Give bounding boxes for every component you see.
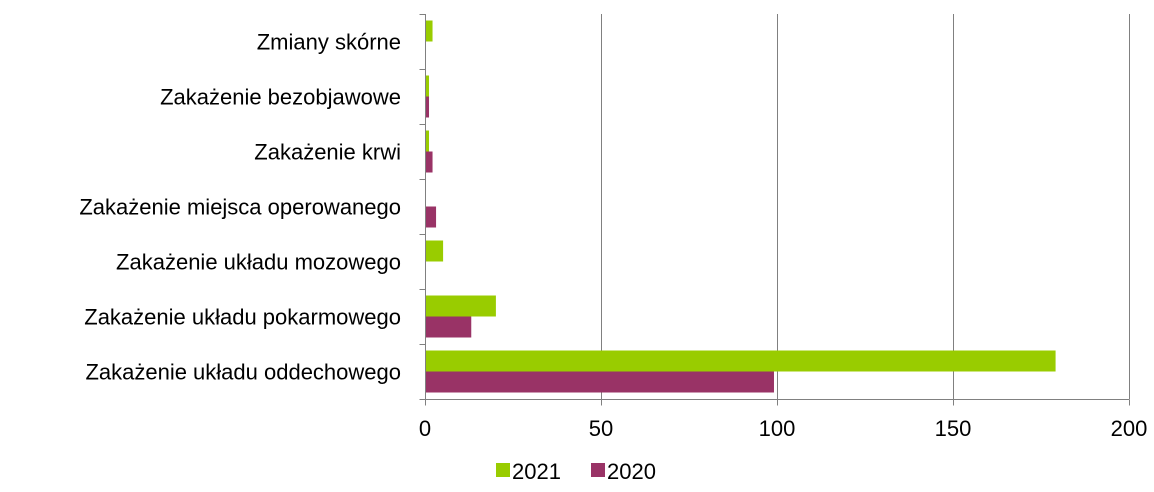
legend-swatch-2021 [496, 463, 510, 477]
x-tick-label: 150 [935, 416, 972, 441]
axes [419, 14, 1130, 406]
gridlines [601, 14, 1130, 399]
bar-2020-7 [425, 371, 774, 393]
x-tick-label: 100 [759, 416, 796, 441]
category-label: Zmiany skórne [257, 30, 401, 55]
category-label: Zakażenie układu mozowego [116, 250, 401, 275]
bar-2021-3 [425, 130, 430, 152]
bar-2020-4 [425, 206, 437, 228]
category-label: Zakażenie miejsca operowanego [79, 195, 401, 220]
legend-swatch-2020 [591, 463, 605, 477]
legend: 2021 2020 [496, 459, 656, 484]
bar-2021-6 [425, 295, 496, 317]
legend-label-2020: 2020 [607, 459, 656, 484]
category-label: Zakażenie krwi [254, 140, 401, 165]
bar-2021-7 [425, 350, 1056, 372]
bar-2020-3 [425, 151, 433, 173]
x-tick-label: 200 [1111, 416, 1148, 441]
bar-2021-2 [425, 75, 430, 97]
category-label: Zakażenie układu pokarmowego [84, 305, 401, 330]
x-tick-label: 0 [419, 416, 431, 441]
x-tick-labels: 0 50 100 150 200 [419, 416, 1147, 441]
bar-2021-1 [425, 20, 433, 42]
legend-label-2021: 2021 [512, 459, 561, 484]
bars [425, 20, 1056, 393]
category-label: Zakażenie bezobjawowe [160, 85, 401, 110]
category-label: Zakażenie układu oddechowego [85, 360, 401, 385]
x-tick-label: 50 [589, 416, 613, 441]
bar-2021-5 [425, 240, 444, 262]
bar-2020-2 [425, 96, 430, 118]
category-labels: Zmiany skórne Zakażenie bezobjawowe Zakaże… [79, 30, 401, 385]
bar-2020-6 [425, 316, 472, 338]
